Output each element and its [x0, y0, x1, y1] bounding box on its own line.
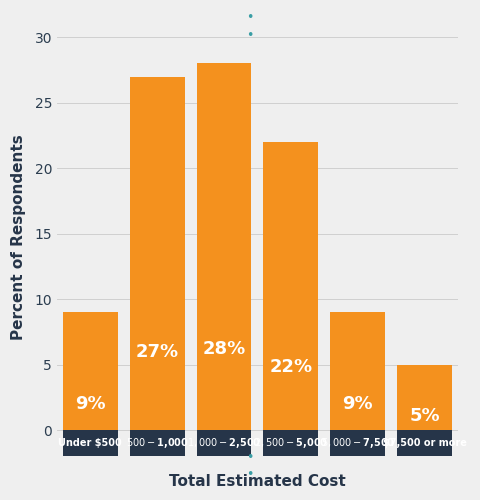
Bar	[264, 142, 318, 430]
Text: 22%: 22%	[269, 358, 312, 376]
Text: $5,000 - $7,500: $5,000 - $7,500	[321, 436, 395, 450]
Text: $1,000 - $2,500: $1,000 - $2,500	[187, 436, 261, 450]
Text: •: •	[246, 12, 253, 24]
Y-axis label: Percent of Respondents: Percent of Respondents	[11, 134, 26, 340]
Bar	[330, 430, 385, 456]
Bar	[397, 430, 452, 456]
Bar	[264, 430, 318, 456]
Text: Under $500: Under $500	[59, 438, 122, 448]
Text: •: •	[246, 451, 253, 464]
Bar	[197, 64, 252, 430]
Text: 28%: 28%	[203, 340, 246, 358]
Text: •: •	[246, 468, 253, 481]
Text: 5%: 5%	[409, 406, 440, 424]
X-axis label: Total Estimated Cost: Total Estimated Cost	[169, 474, 346, 489]
Text: •: •	[246, 28, 253, 42]
Text: $2,500 - $5,000: $2,500 - $5,000	[254, 436, 328, 450]
Bar	[130, 76, 185, 430]
Bar	[330, 312, 385, 430]
Bar	[397, 364, 452, 430]
Text: 9%: 9%	[342, 395, 373, 413]
Bar	[63, 312, 118, 430]
Bar	[197, 430, 252, 456]
Text: $500 - $1,000: $500 - $1,000	[126, 436, 189, 450]
Bar	[130, 430, 185, 456]
Bar	[63, 430, 118, 456]
Text: 9%: 9%	[75, 395, 106, 413]
Text: 27%: 27%	[136, 344, 179, 361]
Text: $7,500 or more: $7,500 or more	[383, 438, 467, 448]
